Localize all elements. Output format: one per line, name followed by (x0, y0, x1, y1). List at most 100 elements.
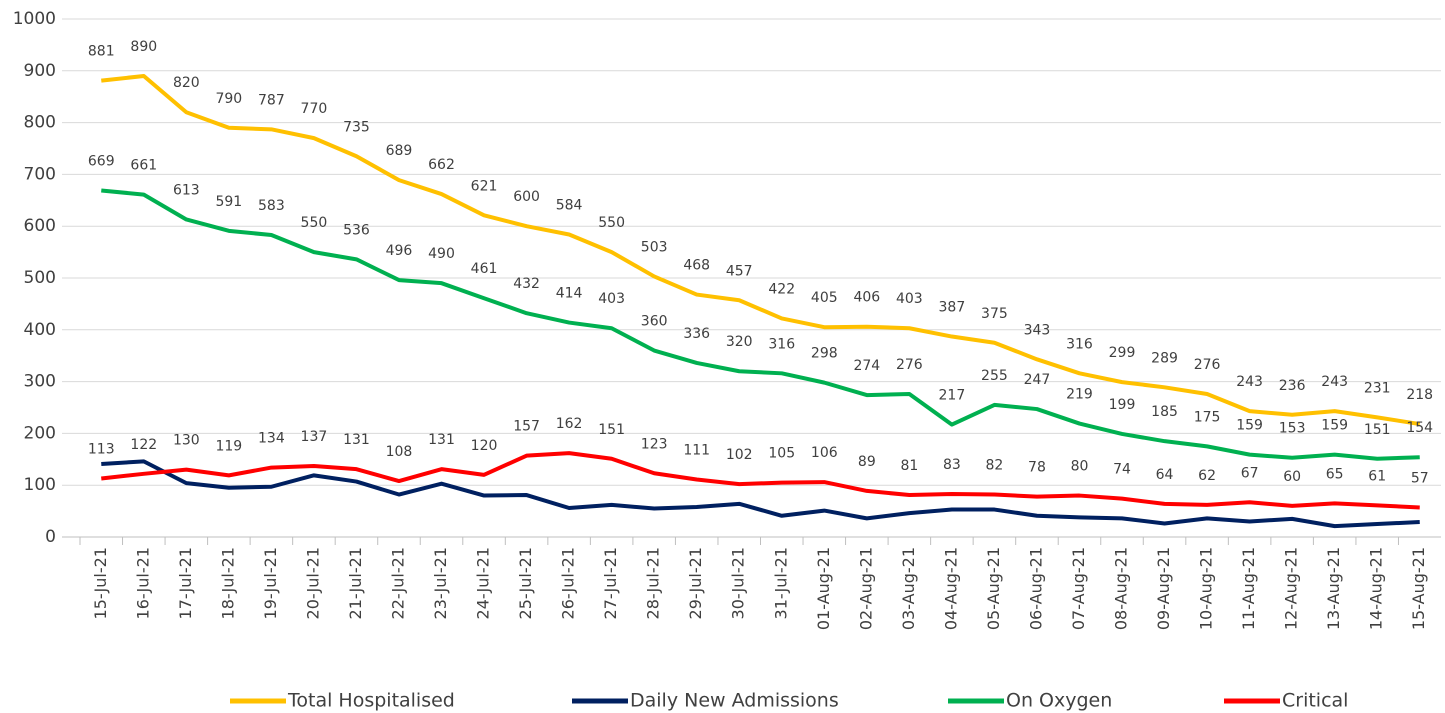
series-line (101, 459, 1420, 529)
data-label: 217 (939, 388, 966, 404)
data-label: 387 (939, 300, 966, 316)
x-tick-label: 26-Jul-21 (559, 547, 578, 619)
data-label: 600 (513, 189, 540, 205)
data-label: 247 (1024, 372, 1051, 388)
x-tick-label: 17-Jul-21 (176, 547, 195, 619)
data-label: 432 (513, 276, 540, 292)
data-label: 78 (1028, 460, 1046, 476)
data-label: 276 (1194, 357, 1221, 373)
data-label: 591 (215, 194, 242, 210)
data-label: 820 (173, 75, 200, 91)
x-tick-label: 10-Aug-21 (1197, 547, 1216, 630)
data-label: 255 (981, 368, 1008, 384)
data-label: 790 (215, 91, 242, 107)
data-label: 770 (301, 101, 328, 117)
x-tick-label: 04-Aug-21 (941, 547, 960, 630)
data-label: 403 (598, 291, 625, 307)
x-tick-label: 16-Jul-21 (133, 547, 152, 619)
data-label: 151 (1364, 422, 1391, 438)
x-tick-label: 07-Aug-21 (1069, 547, 1088, 630)
legend-label: Critical (1282, 690, 1348, 712)
y-tick-label: 200 (24, 423, 56, 443)
data-label: 64 (1156, 467, 1174, 483)
data-label: 159 (1236, 418, 1263, 434)
x-tick-label: 25-Jul-21 (516, 547, 535, 619)
data-label: 299 (1109, 345, 1136, 361)
y-tick-label: 100 (24, 475, 56, 495)
data-label: 787 (258, 92, 285, 108)
x-tick-label: 24-Jul-21 (474, 547, 493, 619)
data-label: 162 (556, 416, 583, 432)
data-label: 83 (943, 457, 961, 473)
series-line (101, 188, 1420, 461)
legend-label: Total Hospitalised (287, 690, 455, 712)
y-tick-label: 600 (24, 216, 56, 236)
data-label: 243 (1236, 374, 1263, 390)
x-tick-label: 30-Jul-21 (729, 547, 748, 619)
data-label: 130 (173, 433, 200, 449)
data-label: 236 (1279, 378, 1306, 394)
data-label: 219 (1066, 387, 1093, 403)
data-label: 375 (981, 306, 1008, 322)
x-tick-label: 15-Jul-21 (91, 547, 110, 619)
data-label: 405 (811, 290, 838, 306)
x-tick-label: 01-Aug-21 (814, 547, 833, 630)
data-label: 131 (428, 432, 455, 448)
data-label: 336 (683, 326, 710, 342)
data-label: 67 (1241, 465, 1259, 481)
y-tick-label: 0 (45, 527, 56, 547)
data-label: 536 (343, 222, 370, 238)
x-tick-label: 02-Aug-21 (856, 547, 875, 630)
data-label: 422 (768, 281, 795, 297)
data-label: 584 (556, 197, 583, 213)
data-label: 231 (1364, 380, 1391, 396)
data-label: 81 (900, 458, 918, 474)
x-tick-label: 09-Aug-21 (1154, 547, 1173, 630)
y-tick-label: 1000 (13, 9, 56, 29)
data-label: 199 (1109, 397, 1136, 413)
data-label: 490 (428, 246, 455, 262)
data-label: 111 (683, 443, 710, 459)
data-label: 185 (1151, 404, 1178, 420)
data-label: 159 (1321, 418, 1348, 434)
data-label: 105 (768, 446, 795, 462)
x-tick-label: 23-Jul-21 (431, 547, 450, 619)
data-label: 496 (386, 243, 413, 259)
x-tick-label: 13-Aug-21 (1324, 547, 1343, 630)
data-label: 113 (88, 441, 115, 457)
data-label: 316 (1066, 336, 1093, 352)
data-label: 122 (130, 437, 157, 453)
x-tick-label: 05-Aug-21 (984, 547, 1003, 630)
x-tick-label: 11-Aug-21 (1239, 547, 1258, 630)
data-label: 123 (641, 436, 668, 452)
data-label: 106 (811, 445, 838, 461)
data-label: 289 (1151, 350, 1178, 366)
data-label: 550 (598, 215, 625, 231)
data-label: 316 (768, 336, 795, 352)
data-label: 550 (301, 215, 328, 231)
y-tick-label: 300 (24, 372, 56, 392)
data-label: 661 (130, 158, 157, 174)
x-tick-label: 21-Jul-21 (346, 547, 365, 619)
data-label: 243 (1321, 374, 1348, 390)
data-label: 320 (726, 334, 753, 350)
x-tick-label: 31-Jul-21 (771, 547, 790, 619)
data-label: 74 (1113, 462, 1131, 478)
data-label: 881 (88, 44, 115, 60)
data-label: 735 (343, 119, 370, 135)
x-tick-label: 22-Jul-21 (388, 547, 407, 619)
legend-label: Daily New Admissions (630, 690, 839, 712)
data-label: 60 (1283, 469, 1301, 485)
data-label: 61 (1368, 468, 1386, 484)
data-label: 102 (726, 447, 753, 463)
x-tick-label: 27-Jul-21 (601, 547, 620, 619)
data-label: 406 (853, 290, 880, 306)
data-label: 134 (258, 431, 285, 447)
data-label: 57 (1411, 470, 1429, 486)
data-label: 343 (1024, 322, 1051, 338)
data-label: 669 (88, 153, 115, 169)
data-label: 403 (896, 291, 923, 307)
data-label: 503 (641, 239, 668, 255)
data-label: 468 (683, 258, 710, 274)
